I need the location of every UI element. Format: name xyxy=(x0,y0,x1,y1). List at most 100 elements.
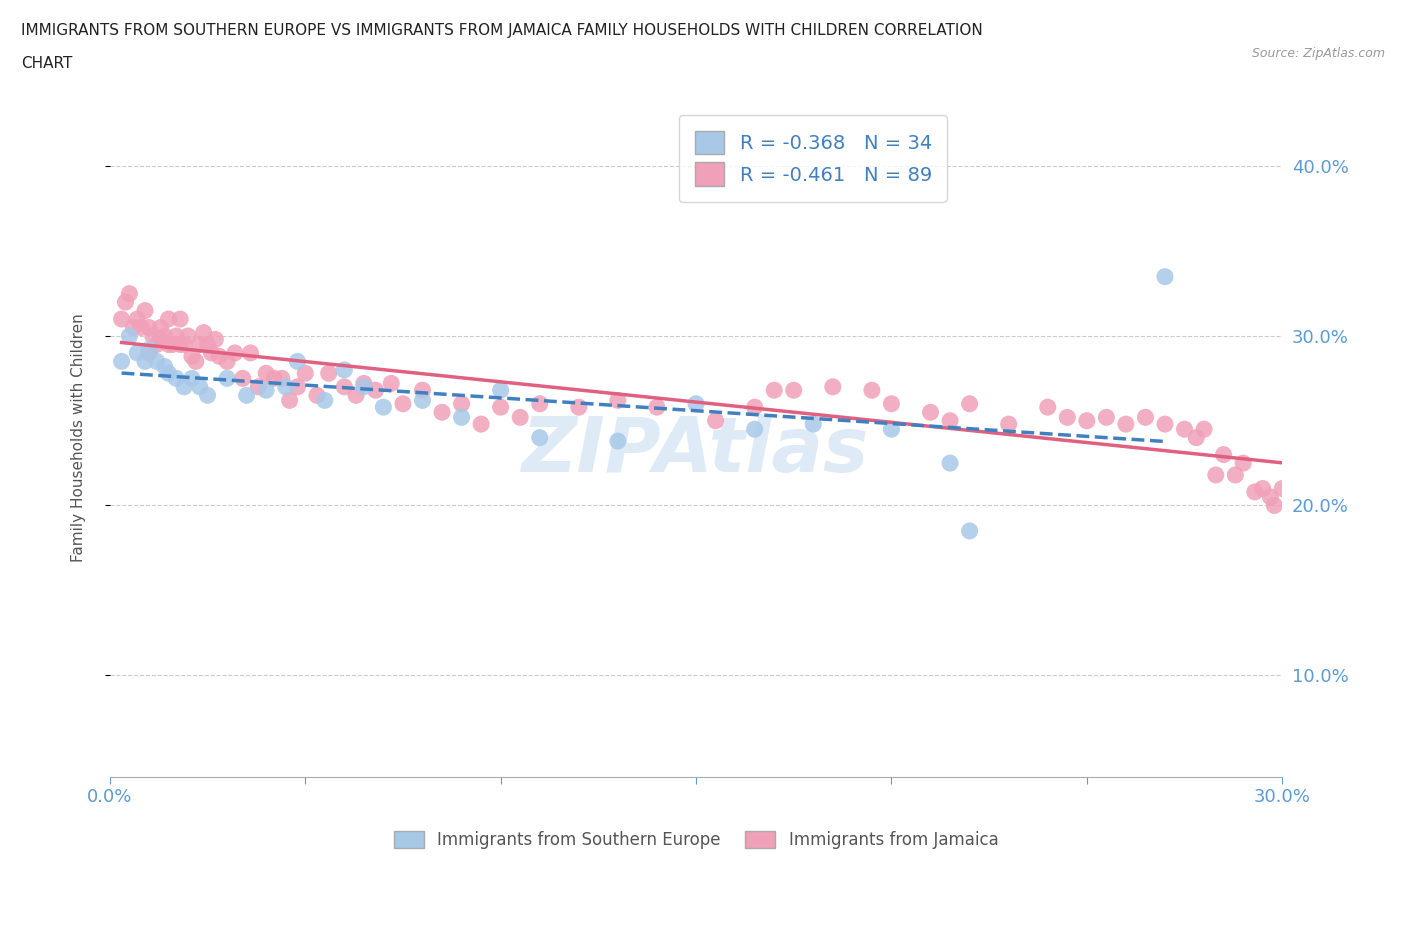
Point xyxy=(529,431,551,445)
Point xyxy=(529,396,551,411)
Point xyxy=(939,456,962,471)
Point xyxy=(157,365,180,380)
Point xyxy=(138,342,160,357)
Point xyxy=(470,417,492,432)
Point xyxy=(685,396,707,411)
Point xyxy=(606,393,628,408)
Point xyxy=(1173,422,1195,437)
Point xyxy=(392,396,415,411)
Point xyxy=(411,393,433,408)
Point xyxy=(129,320,152,335)
Y-axis label: Family Households with Children: Family Households with Children xyxy=(72,313,86,562)
Point xyxy=(208,349,231,364)
Point xyxy=(197,388,219,403)
Point xyxy=(373,400,395,415)
Point xyxy=(1135,410,1157,425)
Point xyxy=(239,345,262,360)
Point xyxy=(177,328,200,343)
Point xyxy=(217,371,239,386)
Point xyxy=(380,376,402,391)
Point xyxy=(1263,498,1285,513)
Point xyxy=(1076,413,1098,428)
Point xyxy=(1192,422,1215,437)
Point xyxy=(235,388,257,403)
Text: CHART: CHART xyxy=(21,56,73,71)
Point xyxy=(127,345,149,360)
Point xyxy=(568,400,591,415)
Point xyxy=(287,379,309,394)
Point xyxy=(1212,447,1234,462)
Point xyxy=(274,379,297,394)
Legend: Immigrants from Southern Europe, Immigrants from Jamaica: Immigrants from Southern Europe, Immigra… xyxy=(385,822,1007,857)
Point xyxy=(353,379,375,394)
Point xyxy=(169,312,191,326)
Point xyxy=(1154,417,1177,432)
Point xyxy=(142,328,165,343)
Point xyxy=(247,379,270,394)
Point xyxy=(1056,410,1078,425)
Point xyxy=(157,312,180,326)
Point xyxy=(450,410,472,425)
Point xyxy=(744,400,766,415)
Point xyxy=(939,413,962,428)
Point xyxy=(364,383,387,398)
Point xyxy=(704,413,727,428)
Point xyxy=(180,349,202,364)
Point xyxy=(169,337,191,352)
Point xyxy=(110,354,132,369)
Point xyxy=(122,320,145,335)
Point xyxy=(184,354,207,369)
Point xyxy=(294,365,316,380)
Point xyxy=(1205,468,1227,483)
Point xyxy=(1036,400,1059,415)
Text: IMMIGRANTS FROM SOUTHERN EUROPE VS IMMIGRANTS FROM JAMAICA FAMILY HOUSEHOLDS WIT: IMMIGRANTS FROM SOUTHERN EUROPE VS IMMIG… xyxy=(21,23,983,38)
Point xyxy=(173,337,195,352)
Point xyxy=(920,405,942,419)
Point xyxy=(287,354,309,369)
Point xyxy=(801,417,824,432)
Point xyxy=(162,337,184,352)
Point xyxy=(232,371,254,386)
Point xyxy=(489,400,512,415)
Point xyxy=(1232,456,1254,471)
Point xyxy=(134,354,156,369)
Point xyxy=(606,433,628,448)
Point xyxy=(200,345,222,360)
Point xyxy=(880,422,903,437)
Point xyxy=(149,320,172,335)
Text: Source: ZipAtlas.com: Source: ZipAtlas.com xyxy=(1251,46,1385,60)
Point xyxy=(1251,481,1274,496)
Point xyxy=(959,524,981,538)
Point xyxy=(165,371,187,386)
Point xyxy=(217,354,239,369)
Point xyxy=(763,383,786,398)
Point xyxy=(305,388,328,403)
Point xyxy=(118,286,141,301)
Point xyxy=(197,337,219,352)
Point xyxy=(1115,417,1137,432)
Point xyxy=(318,365,340,380)
Point xyxy=(959,396,981,411)
Point xyxy=(997,417,1019,432)
Point xyxy=(157,337,180,352)
Point xyxy=(450,396,472,411)
Point xyxy=(153,359,176,374)
Point xyxy=(134,303,156,318)
Point xyxy=(353,376,375,391)
Point xyxy=(278,393,301,408)
Point xyxy=(821,379,844,394)
Point xyxy=(254,365,277,380)
Point xyxy=(138,345,160,360)
Point xyxy=(165,328,187,343)
Point xyxy=(1260,489,1282,504)
Point xyxy=(110,312,132,326)
Point xyxy=(180,371,202,386)
Point xyxy=(127,312,149,326)
Point xyxy=(314,393,336,408)
Point xyxy=(333,379,356,394)
Point xyxy=(270,371,292,386)
Point xyxy=(114,295,136,310)
Point xyxy=(860,383,883,398)
Point xyxy=(880,396,903,411)
Point xyxy=(149,332,172,347)
